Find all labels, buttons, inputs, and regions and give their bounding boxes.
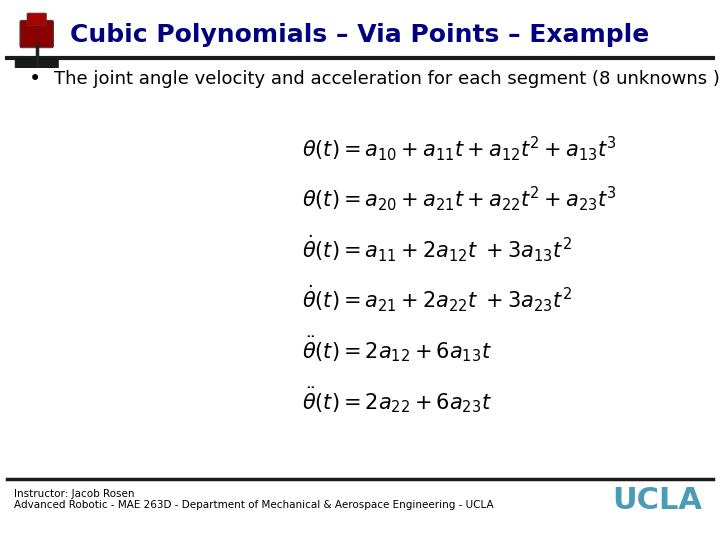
- Text: $\dot{\theta}(t) = a_{11} + 2a_{12}t \; + 3a_{13}t^2$: $\dot{\theta}(t) = a_{11} + 2a_{12}t \; …: [302, 234, 572, 264]
- Text: $\ddot{\theta}(t) = 2a_{12} + 6a_{13}t$: $\ddot{\theta}(t) = 2a_{12} + 6a_{13}t$: [302, 334, 492, 364]
- Text: $\theta(t) = a_{20} + a_{21}t + a_{22}t^2 + a_{23}t^3$: $\theta(t) = a_{20} + a_{21}t + a_{22}t^…: [302, 184, 617, 213]
- Text: $\dot{\theta}(t) = a_{21} + 2a_{22}t \; + 3a_{23}t^2$: $\dot{\theta}(t) = a_{21} + 2a_{22}t \; …: [302, 284, 572, 314]
- FancyBboxPatch shape: [20, 21, 53, 48]
- Text: The joint angle velocity and acceleration for each segment (8 unknowns ): The joint angle velocity and acceleratio…: [54, 70, 720, 89]
- FancyBboxPatch shape: [27, 13, 46, 25]
- Text: $\theta(t) = a_{10} + a_{11}t + a_{12}t^2 + a_{13}t^3$: $\theta(t) = a_{10} + a_{11}t + a_{12}t^…: [302, 134, 617, 163]
- Text: •: •: [29, 69, 41, 90]
- FancyBboxPatch shape: [15, 59, 58, 69]
- Text: Advanced Robotic - MAE 263D - Department of Mechanical & Aerospace Engineering -: Advanced Robotic - MAE 263D - Department…: [14, 500, 494, 510]
- Text: UCLA: UCLA: [612, 486, 702, 515]
- Text: Cubic Polynomials – Via Points – Example: Cubic Polynomials – Via Points – Example: [71, 23, 649, 47]
- Text: Instructor: Jacob Rosen: Instructor: Jacob Rosen: [14, 489, 135, 499]
- Text: $\ddot{\theta}(t) = 2a_{22} + 6a_{23}t$: $\ddot{\theta}(t) = 2a_{22} + 6a_{23}t$: [302, 384, 492, 415]
